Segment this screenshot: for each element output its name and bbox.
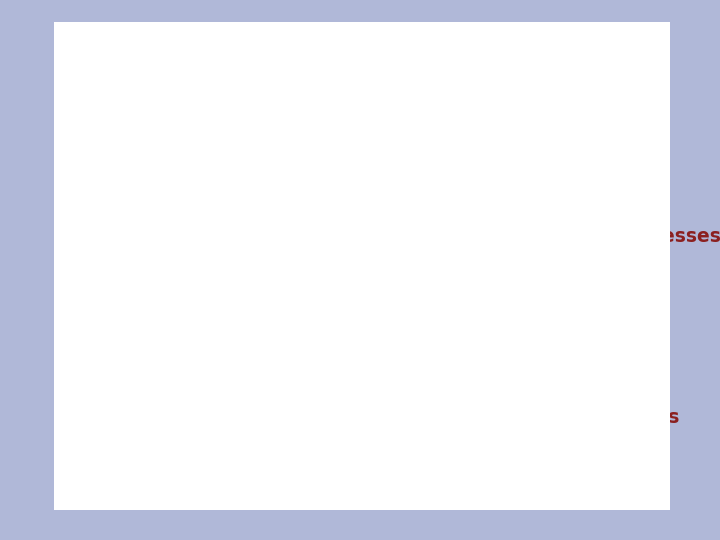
Text: Deactivation processes: Deactivation processes bbox=[88, 49, 488, 77]
Text: s): s) bbox=[219, 140, 241, 158]
Text: predissiociation: predissiociation bbox=[199, 209, 367, 229]
Text: External conversion: External conversion bbox=[125, 279, 338, 299]
Text: ): ) bbox=[422, 315, 431, 335]
Text: 1: 1 bbox=[417, 325, 426, 338]
Text: to T: to T bbox=[372, 315, 420, 335]
Text: Internal conversion: Internal conversion bbox=[125, 174, 333, 194]
Text: Radiation processes: Radiation processes bbox=[467, 408, 680, 427]
Text: Vibrational deactivation: Vibrational deactivation bbox=[125, 109, 381, 130]
Text: (<10: (<10 bbox=[150, 140, 194, 158]
Text: Fluorescence: Fluorescence bbox=[125, 389, 266, 409]
Text: -12: -12 bbox=[209, 135, 230, 148]
Text: dissociation (x): dissociation (x) bbox=[199, 244, 362, 264]
Text: Radiationless processes: Radiationless processes bbox=[467, 227, 720, 246]
Text: 1: 1 bbox=[366, 325, 374, 338]
Text: (heavy atom effect): (heavy atom effect) bbox=[180, 348, 359, 363]
Text: Phosphorescence: Phosphorescence bbox=[125, 423, 313, 443]
Text: Intersystem crossing (S: Intersystem crossing (S bbox=[125, 315, 379, 335]
